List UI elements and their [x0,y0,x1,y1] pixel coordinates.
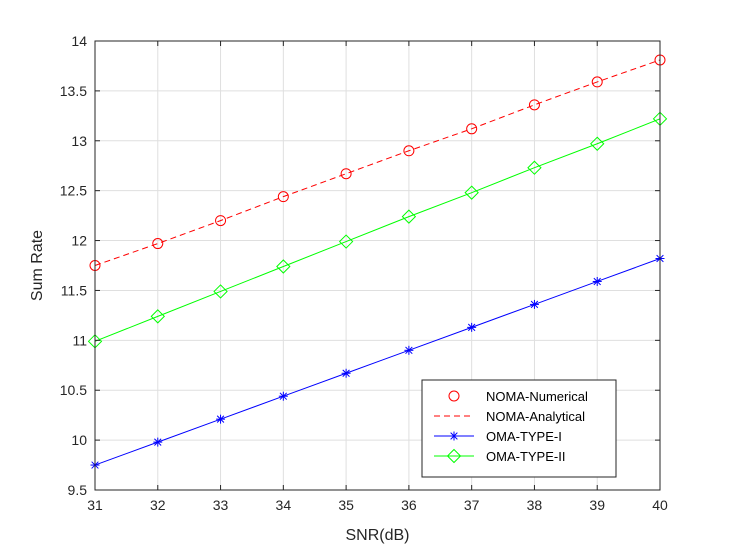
series-2-point [404,345,414,355]
legend-entry: OMA-TYPE-II [434,448,565,464]
series-0-point [152,238,164,250]
series-line-3 [94,118,661,342]
series-lines [94,59,661,466]
series-0-point [403,145,415,157]
y-tick-label: 13.5 [60,83,87,99]
y-tick-label: 13 [71,133,87,149]
x-tick-label: 38 [527,497,543,513]
legend-entry: OMA-TYPE-I [434,429,562,444]
series-0-point [528,99,540,111]
x-tick-label: 31 [87,497,103,513]
series-3-point [527,160,542,175]
series-0-point [466,123,478,135]
legend-marker-sample [448,390,460,402]
axis-ticks [94,40,661,491]
legend-marker-sample [446,448,462,464]
series-0-point [277,191,289,203]
x-tick-label: 34 [276,497,292,513]
series-3-point [338,234,354,249]
x-axis-label: SNR(dB) [345,527,409,544]
x-tick-label: 35 [338,497,354,513]
series-3-point [276,259,291,274]
y-tick-label: 11 [72,332,87,348]
y-tick-label: 10 [71,432,87,448]
series-2-point [341,368,351,378]
series-3-point [401,209,417,224]
y-tick-labels: 9.5 10 10.5 11 11.5 12 12.5 13 13.5 14 [60,33,87,498]
legend-entry: NOMA-Analytical [434,409,585,424]
x-tick-labels: 31 32 33 34 35 36 37 38 39 40 [87,497,668,513]
y-tick-label: 10.5 [60,382,87,398]
legend-label: NOMA-Numerical [486,389,588,404]
series-line-1 [94,59,661,266]
legend-label: OMA-TYPE-I [486,429,562,444]
series-0-point [591,76,603,88]
series-2-point [153,437,163,447]
x-tick-label: 37 [464,497,480,513]
series-0-point [215,215,227,227]
series-3-point [464,185,479,200]
series-3-point [213,284,228,299]
series-2-point [529,299,539,309]
series-2-point [216,414,226,424]
plot-frame [94,40,661,491]
series-3-point [590,136,605,151]
legend-marker-sample [449,431,459,441]
y-tick-label: 12.5 [60,183,87,199]
legend-label: OMA-TYPE-II [486,449,565,464]
legend-entry: NOMA-Numerical [448,389,588,404]
x-tick-label: 36 [401,497,417,513]
legend-label: NOMA-Analytical [486,409,585,424]
y-tick-label: 12 [71,233,87,249]
y-tick-label: 11.5 [61,282,87,298]
x-tick-label: 39 [589,497,605,513]
y-tick-label: 14 [71,33,87,49]
series-2-point [467,322,477,332]
series-3-point [150,309,165,324]
y-tick-label: 9.5 [68,482,88,498]
series-line-2 [94,258,661,466]
series-0-point [340,168,352,180]
legend-box [421,379,617,478]
x-tick-label: 33 [213,497,229,513]
x-tick-label: 32 [150,497,166,513]
y-axis-label: Sum Rate [29,230,46,301]
series-2-point [278,391,288,401]
x-tick-label: 40 [652,497,668,513]
legend: NOMA-Numerical NOMA-Analytical OMA-TYPE-I O… [421,379,617,478]
series-2-point [592,276,602,286]
